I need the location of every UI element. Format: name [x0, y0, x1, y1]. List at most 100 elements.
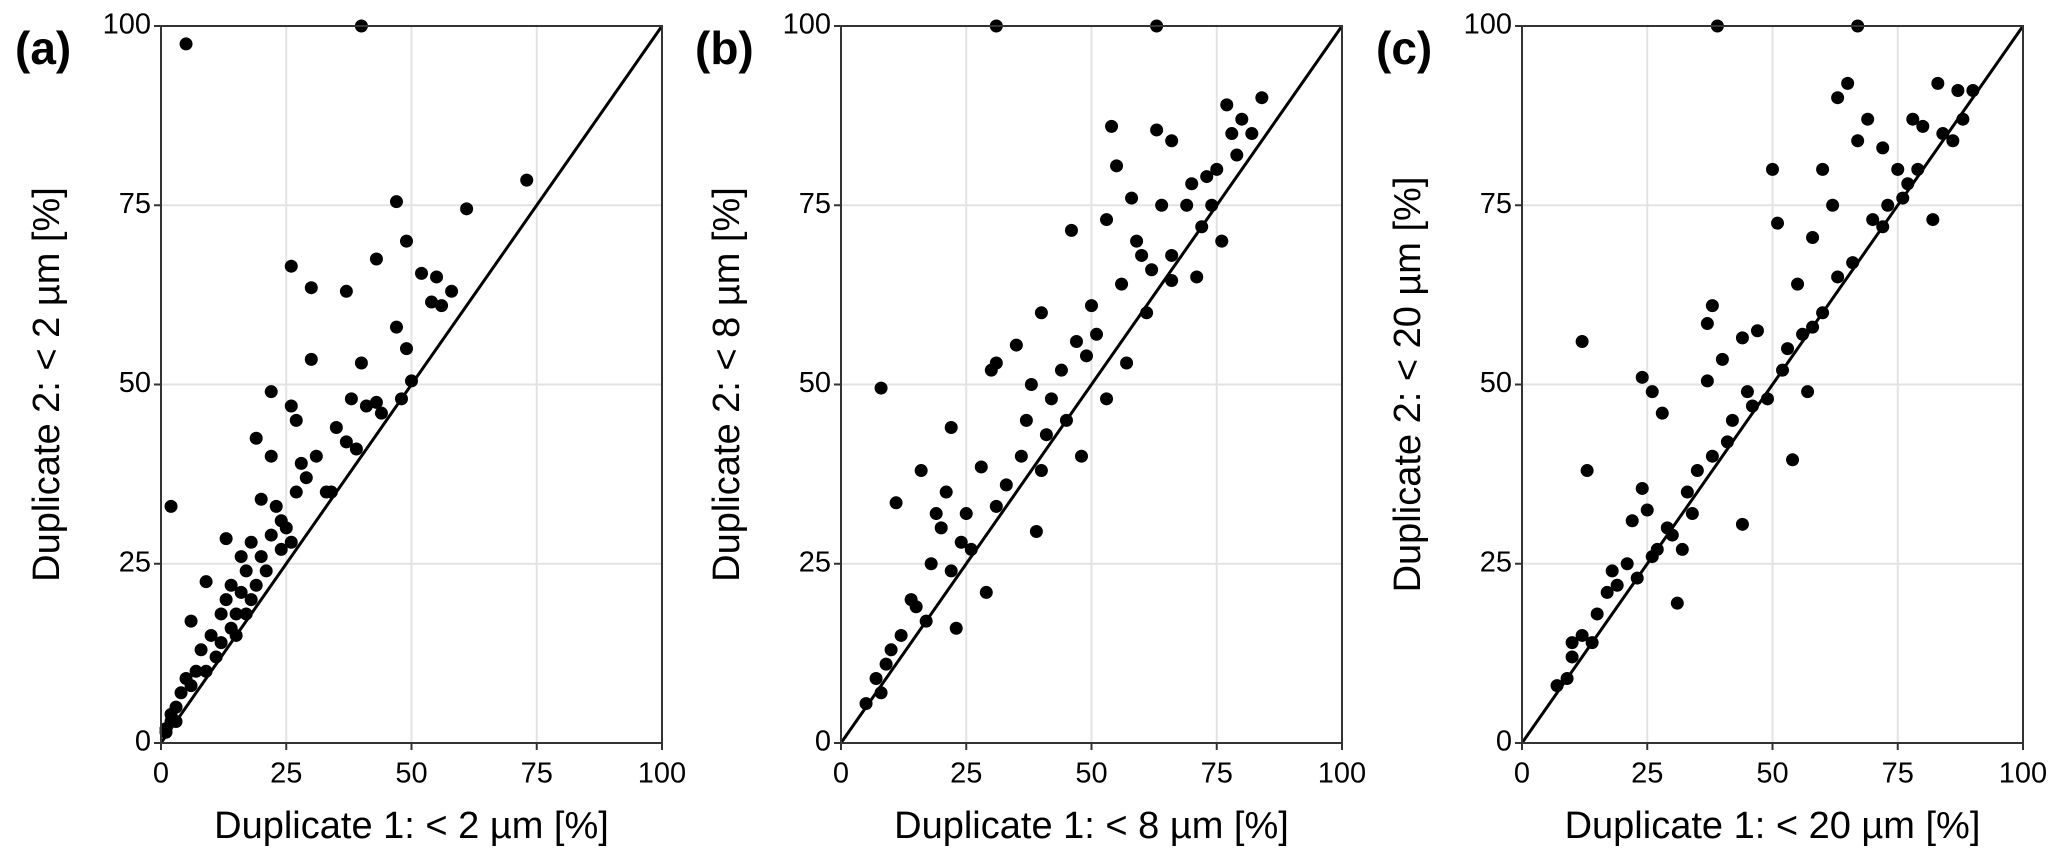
- point: [914, 464, 928, 478]
- point: [1831, 91, 1845, 105]
- point: [1625, 514, 1639, 528]
- point: [1195, 220, 1209, 234]
- x-axis-title: Duplicate 1: < 20 µm [%]: [1565, 805, 1981, 847]
- y-tick-label: 25: [1480, 546, 1512, 578]
- point: [1125, 191, 1139, 205]
- point: [1105, 119, 1119, 133]
- point: [1846, 256, 1860, 270]
- point: [1205, 198, 1219, 212]
- point: [1550, 679, 1564, 693]
- point: [264, 528, 278, 542]
- point: [929, 507, 943, 521]
- point: [874, 686, 888, 700]
- point: [1560, 671, 1574, 685]
- point: [974, 460, 988, 474]
- point: [1675, 542, 1689, 556]
- point: [954, 535, 968, 549]
- point: [979, 585, 993, 599]
- point: [1630, 571, 1644, 585]
- point: [1059, 413, 1073, 427]
- point: [1210, 162, 1224, 176]
- point: [1771, 216, 1785, 230]
- point: [289, 413, 303, 427]
- panel-label: (a): [15, 22, 71, 74]
- panel-label: (b): [695, 22, 754, 74]
- point: [1841, 76, 1855, 90]
- point: [1861, 112, 1875, 126]
- point: [259, 564, 273, 578]
- point: [369, 252, 383, 266]
- point: [1019, 413, 1033, 427]
- point: [1725, 413, 1739, 427]
- x-axis-title: Duplicate 1: < 2 µm [%]: [214, 805, 609, 847]
- point: [324, 485, 338, 499]
- point: [435, 299, 449, 313]
- point: [199, 664, 213, 678]
- point: [1575, 628, 1589, 642]
- point: [944, 564, 958, 578]
- point: [884, 643, 898, 657]
- point: [879, 657, 893, 671]
- point: [179, 37, 193, 51]
- x-tick-label: 100: [1318, 758, 1366, 790]
- point: [1220, 98, 1234, 112]
- point: [1024, 378, 1038, 391]
- x-tick-label: 100: [1999, 758, 2047, 790]
- point: [274, 542, 288, 556]
- point: [1230, 148, 1244, 162]
- x-tick-label: 25: [950, 758, 982, 790]
- point: [339, 435, 353, 449]
- point: [1796, 327, 1810, 341]
- point: [1185, 177, 1199, 191]
- point: [1014, 449, 1028, 463]
- point: [1645, 385, 1659, 399]
- point: [184, 614, 198, 628]
- point: [1565, 636, 1579, 650]
- point: [309, 449, 323, 463]
- x-tick-label: 75: [1882, 758, 1914, 790]
- point: [1120, 356, 1134, 370]
- point: [1735, 517, 1749, 531]
- point: [1069, 334, 1083, 348]
- point: [1150, 123, 1164, 137]
- point: [1901, 177, 1915, 191]
- point: [1966, 84, 1980, 98]
- point: [1009, 338, 1023, 352]
- point: [1720, 435, 1734, 449]
- point: [1700, 317, 1714, 331]
- y-axis-title: Duplicate 2: < 20 µm [%]: [1387, 177, 1429, 593]
- point: [1645, 550, 1659, 564]
- point: [1670, 596, 1684, 610]
- y-tick-label: 75: [799, 188, 831, 220]
- point: [219, 532, 233, 546]
- x-tick-label: 50: [395, 758, 427, 790]
- point: [1100, 213, 1114, 227]
- point: [1640, 503, 1654, 517]
- point: [1200, 170, 1214, 184]
- point: [1029, 524, 1043, 538]
- point: [1831, 270, 1845, 284]
- point: [214, 636, 228, 650]
- point: [1680, 485, 1694, 499]
- point: [394, 392, 408, 406]
- identity-line: [1520, 25, 2025, 744]
- point: [1896, 191, 1910, 205]
- point: [1881, 198, 1895, 212]
- x-tick-label: 25: [1631, 758, 1663, 790]
- point: [164, 499, 178, 513]
- point: [869, 671, 883, 685]
- point: [1130, 234, 1144, 248]
- point: [254, 492, 268, 506]
- point: [1090, 327, 1104, 341]
- y-tick-label: 0: [1496, 726, 1512, 758]
- point: [460, 202, 474, 216]
- point: [949, 621, 963, 635]
- point: [415, 266, 429, 280]
- point: [1806, 231, 1820, 245]
- point: [249, 431, 263, 445]
- point: [999, 478, 1013, 492]
- point: [889, 496, 903, 510]
- point: [1215, 234, 1229, 248]
